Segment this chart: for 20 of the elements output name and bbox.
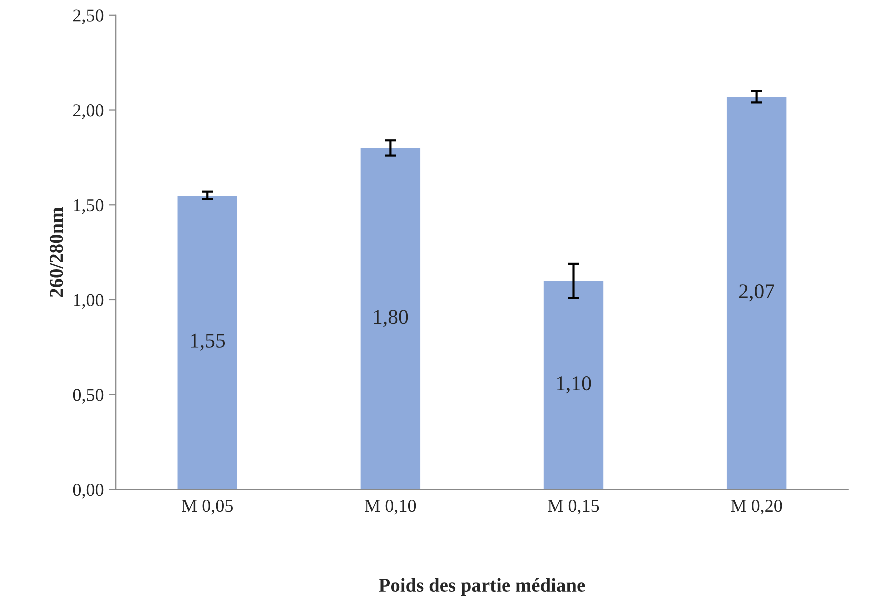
y-axis-title: 260/280nm: [50, 208, 64, 298]
y-tick-label: 1,50: [74, 199, 104, 214]
x-tick-label: M 0,05: [182, 500, 233, 515]
x-axis-title: Poids des partie médiane: [379, 578, 586, 596]
bar: [543, 280, 604, 490]
bar: [177, 195, 238, 490]
data-label: 2,07: [740, 284, 774, 302]
y-tick-label: 0,50: [73, 389, 104, 404]
y-tick-label: 2,50: [73, 10, 104, 24]
bar: [726, 96, 788, 490]
y-tick-label: 2,00: [73, 104, 104, 120]
x-tick-label: M 0,15: [548, 500, 600, 515]
data-label: 1,55: [191, 334, 226, 351]
x-tick-label: M 0,20: [731, 500, 782, 515]
y-tick-label: 0,00: [73, 484, 104, 499]
y-tick-label: 1,00: [74, 294, 104, 310]
bar: [360, 148, 422, 490]
data-label: 1,10: [557, 376, 592, 394]
x-tick-label: M 0,10: [365, 500, 416, 515]
data-label: 1,80: [374, 310, 408, 328]
